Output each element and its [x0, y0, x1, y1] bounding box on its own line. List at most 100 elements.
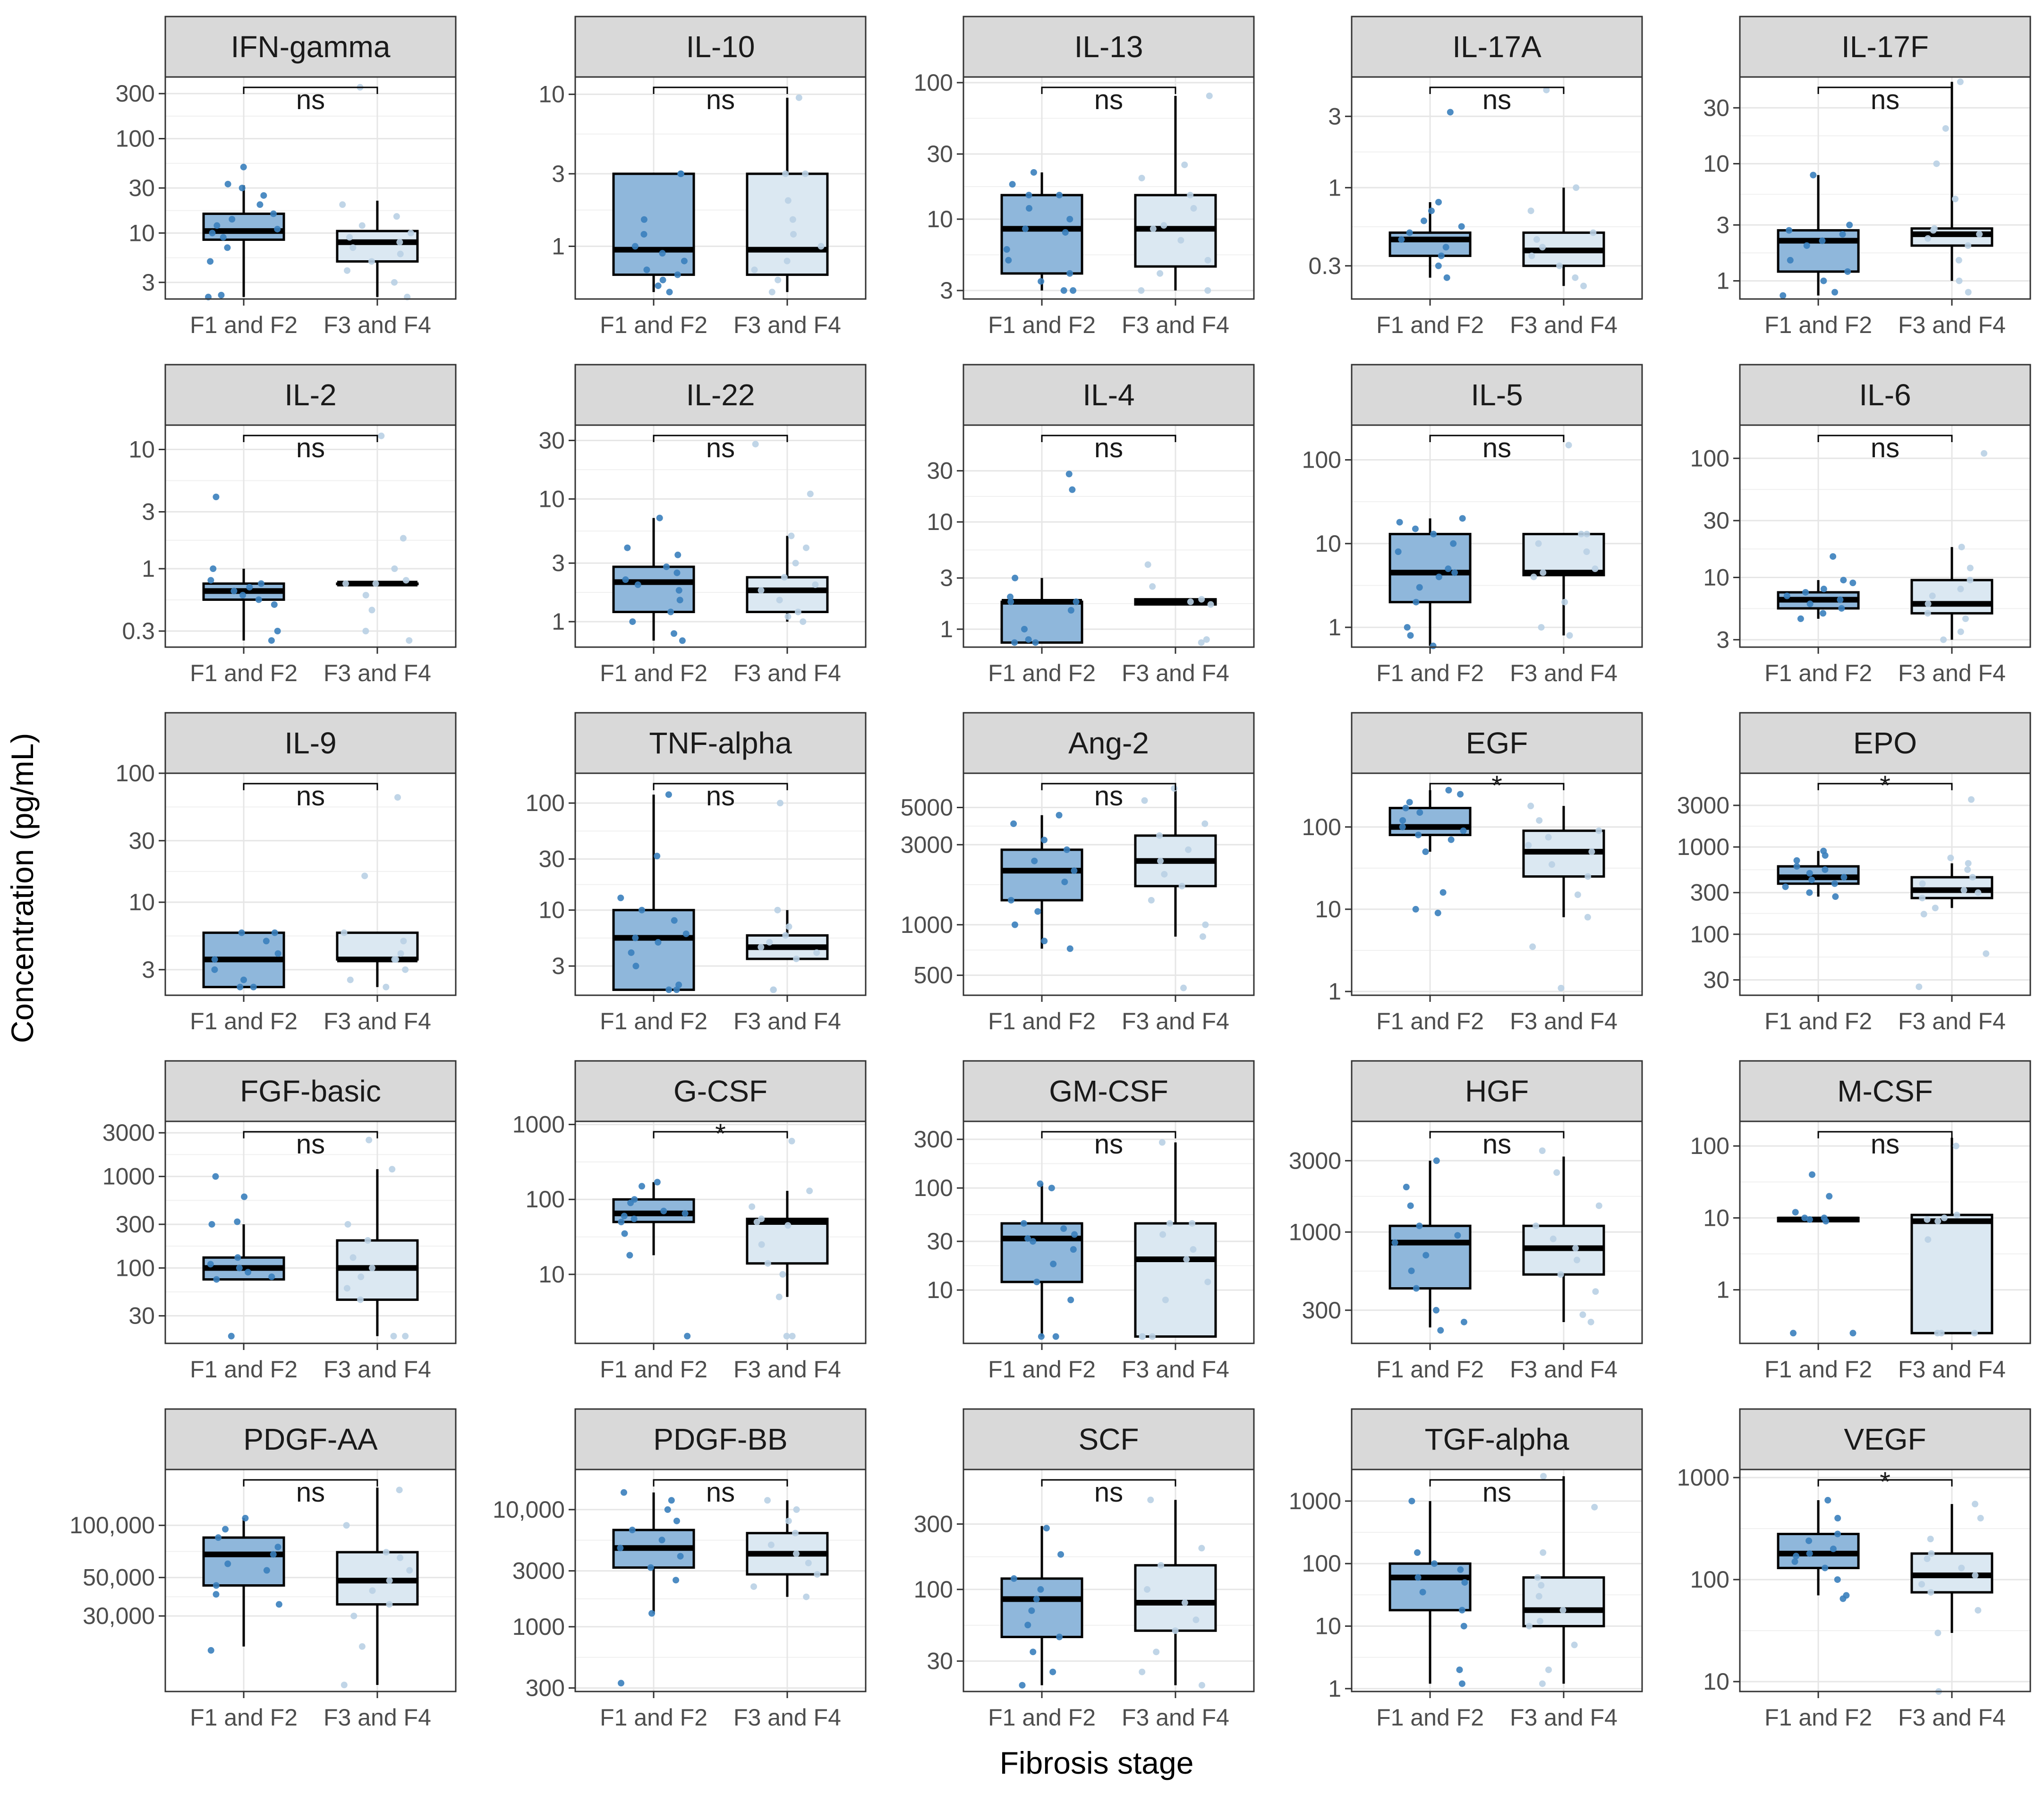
y-tick-label: 3000 [1677, 792, 1729, 819]
y-tick-label: 10,000 [493, 1496, 565, 1523]
y-tick-label: 30 [128, 828, 155, 854]
data-point [396, 239, 403, 246]
data-point [1408, 1497, 1415, 1504]
panel-border [574, 424, 867, 648]
data-point [1022, 225, 1029, 232]
significance-label: * [715, 1119, 726, 1149]
data-point [1458, 1680, 1465, 1687]
data-point [1956, 277, 1963, 284]
data-point [1971, 1501, 1978, 1508]
data-point [1041, 938, 1048, 945]
data-point [274, 950, 281, 957]
data-point [1557, 1271, 1564, 1278]
data-point [1447, 109, 1454, 116]
facet-title: IFN-gamma [231, 30, 391, 64]
data-point [673, 569, 681, 576]
panel-border [1351, 772, 1643, 996]
data-point [1844, 268, 1851, 275]
data-point [1832, 893, 1839, 900]
facet-strip [1739, 16, 2031, 78]
facet-title: EPO [1853, 726, 1917, 760]
data-point [752, 441, 759, 448]
data-point [343, 1285, 350, 1292]
data-point [1450, 540, 1457, 547]
data-point [1951, 196, 1959, 203]
x-tick-label: F3 and F4 [324, 660, 431, 686]
data-point [213, 493, 220, 500]
data-point [1431, 1560, 1438, 1567]
data-point [679, 637, 686, 644]
x-tick-label: F3 and F4 [1122, 1008, 1229, 1034]
data-point [229, 216, 236, 223]
data-point [1024, 1622, 1031, 1629]
y-tick-label: 30 [128, 175, 155, 201]
x-tick-label: F1 and F2 [190, 312, 298, 338]
facet-title: IL-9 [284, 726, 336, 760]
data-point [795, 94, 802, 101]
data-point [362, 591, 369, 598]
y-tick-label: 3 [1716, 212, 1729, 238]
data-point [1834, 1576, 1841, 1583]
facet-strip [574, 1060, 867, 1122]
data-point [1574, 1256, 1581, 1264]
facet-panel: 3 10 30 100 TNF-alpha ns F1 and F2 F3 and F4 [526, 712, 867, 1034]
data-point [1556, 262, 1563, 269]
data-point [794, 608, 801, 615]
data-point [766, 939, 773, 946]
significance-bracket [243, 435, 378, 442]
data-point [665, 986, 673, 993]
data-point [270, 1551, 277, 1558]
data-point [1830, 553, 1837, 560]
significance-label: ns [1482, 1477, 1511, 1508]
data-point [785, 923, 792, 930]
data-point [1983, 950, 1990, 957]
data-point [1180, 984, 1187, 991]
data-point [1595, 827, 1602, 834]
data-point [255, 596, 262, 603]
box-iqr [1000, 848, 1083, 902]
facet-panel: 1 10 100 IL-5 ns F1 and F2 F3 and F4 [1302, 364, 1643, 686]
data-point [1025, 192, 1032, 199]
x-tick-label: F3 and F4 [733, 312, 841, 338]
data-point [674, 551, 681, 558]
data-point [1451, 569, 1458, 576]
data-point [770, 986, 777, 993]
y-axis-title: Concentration (pg/mL) [5, 733, 40, 1043]
data-point [632, 934, 639, 941]
data-point [1065, 470, 1073, 478]
data-point [263, 1567, 270, 1574]
data-point [673, 1517, 680, 1524]
data-point [1408, 1267, 1415, 1274]
data-point [1060, 1225, 1067, 1232]
y-tick-label: 30 [1703, 94, 1729, 121]
data-point [213, 222, 221, 229]
data-point [621, 1213, 628, 1220]
data-point [1838, 605, 1845, 612]
data-point [1533, 236, 1540, 243]
data-point [1967, 577, 1974, 584]
data-point [1009, 181, 1016, 188]
data-point [1965, 860, 1972, 867]
facet-strip [164, 712, 457, 774]
data-point [1843, 1592, 1850, 1599]
facet-panel: 3 10 30 100 300 IFN-gamma ns F1 and F2 F3 and F4 [116, 16, 457, 338]
data-point [792, 1529, 799, 1537]
facet-strip [962, 364, 1255, 426]
data-point [362, 627, 369, 634]
y-tick-label: 30 [927, 141, 953, 167]
data-point [257, 580, 264, 587]
data-point [1056, 192, 1063, 199]
facet-panel: 1 10 100 EGF * F1 and F2 F3 and F4 [1302, 712, 1643, 1034]
data-point [1413, 1285, 1420, 1292]
facet-panel: 500 1000 3000 5000 Ang-2 ns F1 and F2 F3 and F4 [901, 712, 1255, 1034]
y-tick-label: 1000 [1289, 1488, 1341, 1514]
data-point [792, 1550, 800, 1557]
data-point [774, 906, 781, 914]
data-point [783, 1333, 790, 1340]
data-point [378, 432, 385, 439]
data-point [358, 222, 366, 229]
data-point [664, 1506, 671, 1513]
data-point [270, 210, 277, 217]
x-tick-label: F3 and F4 [1898, 312, 2006, 338]
y-tick-label: 100 [116, 760, 155, 786]
